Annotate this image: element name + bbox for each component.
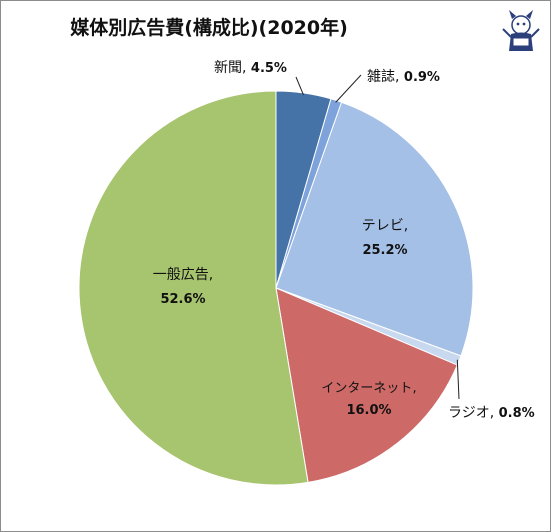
label-internet-name: インターネット, — [321, 381, 416, 396]
leader-newspaper — [295, 76, 304, 96]
chart-title: 媒体別広告費(構成比)(2020年) — [70, 16, 348, 39]
leader-magazine — [335, 74, 362, 103]
pie-slices — [78, 90, 474, 486]
label-magazine: 雑誌, 0.9% — [367, 69, 440, 85]
label-general-name: 一般広告, — [153, 267, 213, 283]
label-internet-value: 16.0% — [346, 403, 391, 418]
slice-tv — [275, 101, 474, 357]
label-radio: ラジオ, 0.8% — [448, 405, 535, 421]
slice-general-ads — [78, 90, 309, 486]
label-tv-name: テレビ, — [362, 218, 408, 234]
leader-radio — [456, 359, 460, 400]
leader-lines — [295, 74, 460, 400]
label-newspaper: 新聞, 4.5% — [214, 60, 287, 76]
mascot-icon — [502, 10, 540, 51]
label-general-value: 52.6% — [160, 292, 205, 307]
label-tv-value: 25.2% — [362, 243, 407, 258]
slice-internet — [275, 287, 458, 483]
